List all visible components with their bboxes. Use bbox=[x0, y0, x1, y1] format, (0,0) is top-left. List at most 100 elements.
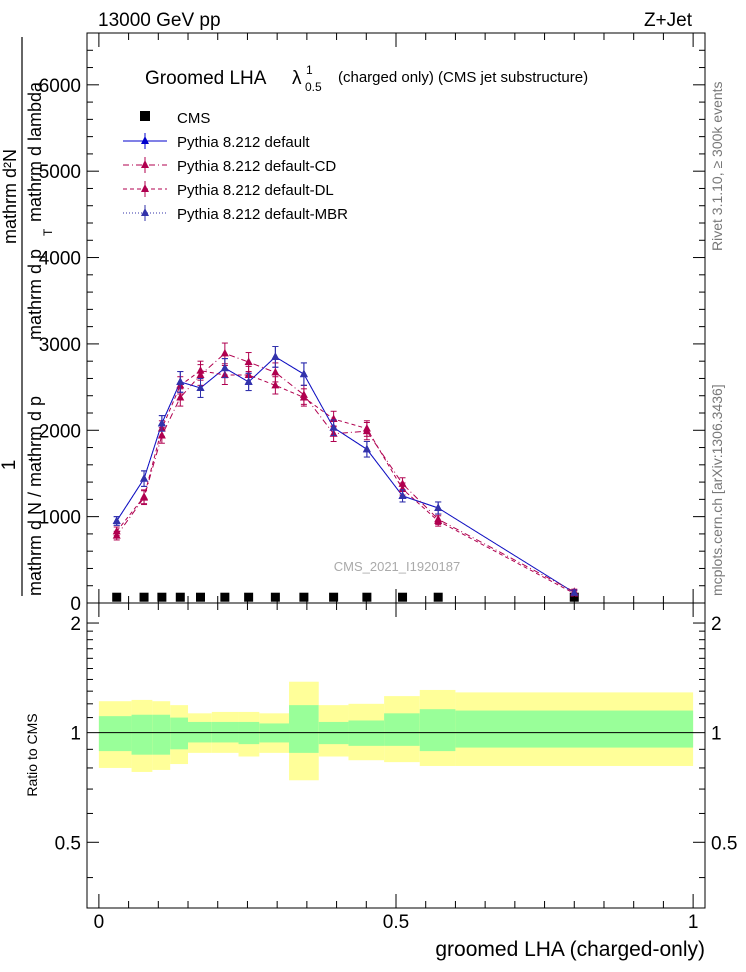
x-tick-label: 0.5 bbox=[383, 912, 409, 933]
x-tick-label: 0 bbox=[94, 912, 105, 933]
ratio-y-axis-label: Ratio to CMS bbox=[24, 713, 40, 796]
mbr-data-point bbox=[398, 491, 407, 499]
ylabel-numerator: mathrm d²N bbox=[0, 149, 20, 244]
rivet-side-label: Rivet 3.1.10, ≥ 300k events bbox=[709, 81, 725, 251]
legend-marker-default bbox=[141, 136, 149, 144]
dl-data-point bbox=[299, 392, 308, 401]
mbr-series-line bbox=[116, 356, 575, 594]
ratio-axis-ticks: 0.5 0.5 1 1 2 2 bbox=[55, 614, 737, 879]
x-tick-label: 1 bbox=[688, 912, 699, 933]
ratio-band-inner bbox=[98, 716, 132, 752]
cd-data-point bbox=[220, 348, 229, 357]
title-main: Groomed LHA bbox=[145, 68, 267, 89]
cms-data-point bbox=[299, 592, 309, 602]
ylabel-denominator: mathrm d N / mathrm d p bbox=[25, 396, 45, 596]
cms-data-point bbox=[433, 592, 443, 602]
main-y-tick-label: 0 bbox=[70, 594, 81, 615]
ratio-band-inner bbox=[384, 713, 420, 746]
cms-data-point bbox=[157, 592, 167, 602]
ratio-y-tick-label-right: 1 bbox=[711, 724, 722, 745]
cms-data-point bbox=[112, 592, 122, 602]
ratio-y-tick-label: 1 bbox=[70, 724, 81, 745]
dl-data-point bbox=[140, 492, 149, 500]
main-y-tick-label: 2000 bbox=[39, 421, 81, 442]
mbr-data-point bbox=[362, 444, 371, 453]
mbr-data-point bbox=[244, 377, 253, 385]
ylabel-upper-tail: mathrm d lambda bbox=[25, 81, 45, 222]
mbr-data-point bbox=[157, 418, 166, 427]
ratio-band-inner bbox=[348, 720, 385, 746]
cms-data-point bbox=[175, 592, 185, 602]
legend-label-default: Pythia 8.212 default bbox=[177, 134, 310, 151]
main-y-tick-label: 1000 bbox=[39, 508, 81, 529]
cms-data-point bbox=[329, 592, 339, 602]
ratio-band-inner bbox=[419, 709, 456, 752]
cms-data-point bbox=[195, 592, 205, 602]
cd-data-point bbox=[271, 367, 280, 376]
dl-data-point bbox=[112, 526, 121, 535]
mbr-data-point bbox=[112, 516, 121, 524]
cms-data-point bbox=[398, 592, 408, 602]
ratio-y-tick-label: 2 bbox=[70, 614, 81, 635]
analysis-watermark: CMS_2021_I1920187 bbox=[334, 559, 461, 574]
ratio-band-inner bbox=[131, 714, 153, 755]
mbr-data-point bbox=[196, 383, 205, 391]
ratio-band-inner bbox=[152, 714, 171, 755]
title-lambda: λ bbox=[292, 68, 302, 89]
cms-data-point bbox=[270, 592, 280, 602]
dl-data-point bbox=[271, 380, 280, 389]
mbr-data-point bbox=[140, 474, 149, 482]
legend-label-dl: Pythia 8.212 default-DL bbox=[177, 182, 334, 199]
ratio-bands bbox=[98, 681, 694, 781]
dl-data-point bbox=[362, 424, 371, 432]
main-y-tick-label: 4000 bbox=[39, 249, 81, 270]
mbr-data-point bbox=[299, 369, 308, 378]
mcplots-side-label: mcplots.cern.ch [arXiv:1306.3436] bbox=[709, 384, 725, 596]
dl-data-point bbox=[196, 366, 205, 374]
ratio-y-tick-label-right: 2 bbox=[711, 614, 722, 635]
cms-data-point bbox=[244, 592, 254, 602]
dl-series-line bbox=[116, 370, 575, 594]
header-left: 13000 GeV pp bbox=[98, 10, 221, 31]
title-sup: 1 bbox=[306, 63, 313, 77]
main-axis-ticks: 0 1000 2000 3000 4000 5000 6000 bbox=[39, 49, 705, 615]
legend-marker-mbr bbox=[141, 208, 149, 216]
legend-marker-dl bbox=[141, 184, 149, 192]
ylabel-sub-t: T bbox=[41, 228, 55, 236]
mbr-data-point bbox=[434, 503, 443, 511]
legend-label-mbr: Pythia 8.212 default-MBR bbox=[177, 206, 348, 223]
main-series-layer bbox=[112, 342, 579, 602]
mbr-data-point bbox=[176, 377, 185, 385]
main-y-axis-label: 1 mathrm d N / mathrm d p mathrm d²N mat… bbox=[0, 37, 55, 596]
dl-data-point bbox=[434, 516, 443, 524]
mbr-data-point bbox=[329, 423, 338, 431]
legend-label-cd: Pythia 8.212 default-CD bbox=[177, 158, 336, 175]
plot-title: Groomed LHA λ 1 0.5 (charged only) (CMS … bbox=[145, 63, 588, 94]
ylabel-upper: mathrm d p bbox=[25, 249, 45, 340]
ratio-y-tick-label-right: 0.5 bbox=[711, 833, 737, 854]
main-y-tick-label: 6000 bbox=[39, 76, 81, 97]
mbr-data-point bbox=[570, 588, 579, 596]
title-suffix: (charged only) (CMS jet substructure) bbox=[338, 69, 588, 86]
main-panel-frame bbox=[86, 32, 706, 604]
main-y-tick-label: 3000 bbox=[39, 335, 81, 356]
legend-marker-cd bbox=[141, 160, 149, 168]
title-sub: 0.5 bbox=[305, 80, 322, 94]
legend-label-cms: CMS bbox=[177, 110, 210, 127]
x-axis-label: groomed LHA (charged-only) bbox=[435, 938, 705, 961]
ratio-band-inner bbox=[170, 717, 189, 750]
cd-series-line bbox=[116, 352, 575, 593]
ratio-band-inner bbox=[455, 710, 694, 748]
header-right: Z+Jet bbox=[644, 10, 693, 31]
legend: CMS Pythia 8.212 default Pythia 8.212 defa… bbox=[123, 110, 348, 223]
mbr-data-point bbox=[271, 352, 280, 360]
cd-data-point bbox=[244, 357, 253, 366]
cms-data-point bbox=[220, 592, 230, 602]
mbr-data-point bbox=[220, 363, 229, 372]
cd-data-point bbox=[176, 392, 185, 401]
ratio-band-inner bbox=[289, 705, 319, 753]
main-y-tick-label: 5000 bbox=[39, 162, 81, 183]
cms-data-point bbox=[139, 592, 149, 602]
legend-marker-cms bbox=[140, 111, 150, 121]
